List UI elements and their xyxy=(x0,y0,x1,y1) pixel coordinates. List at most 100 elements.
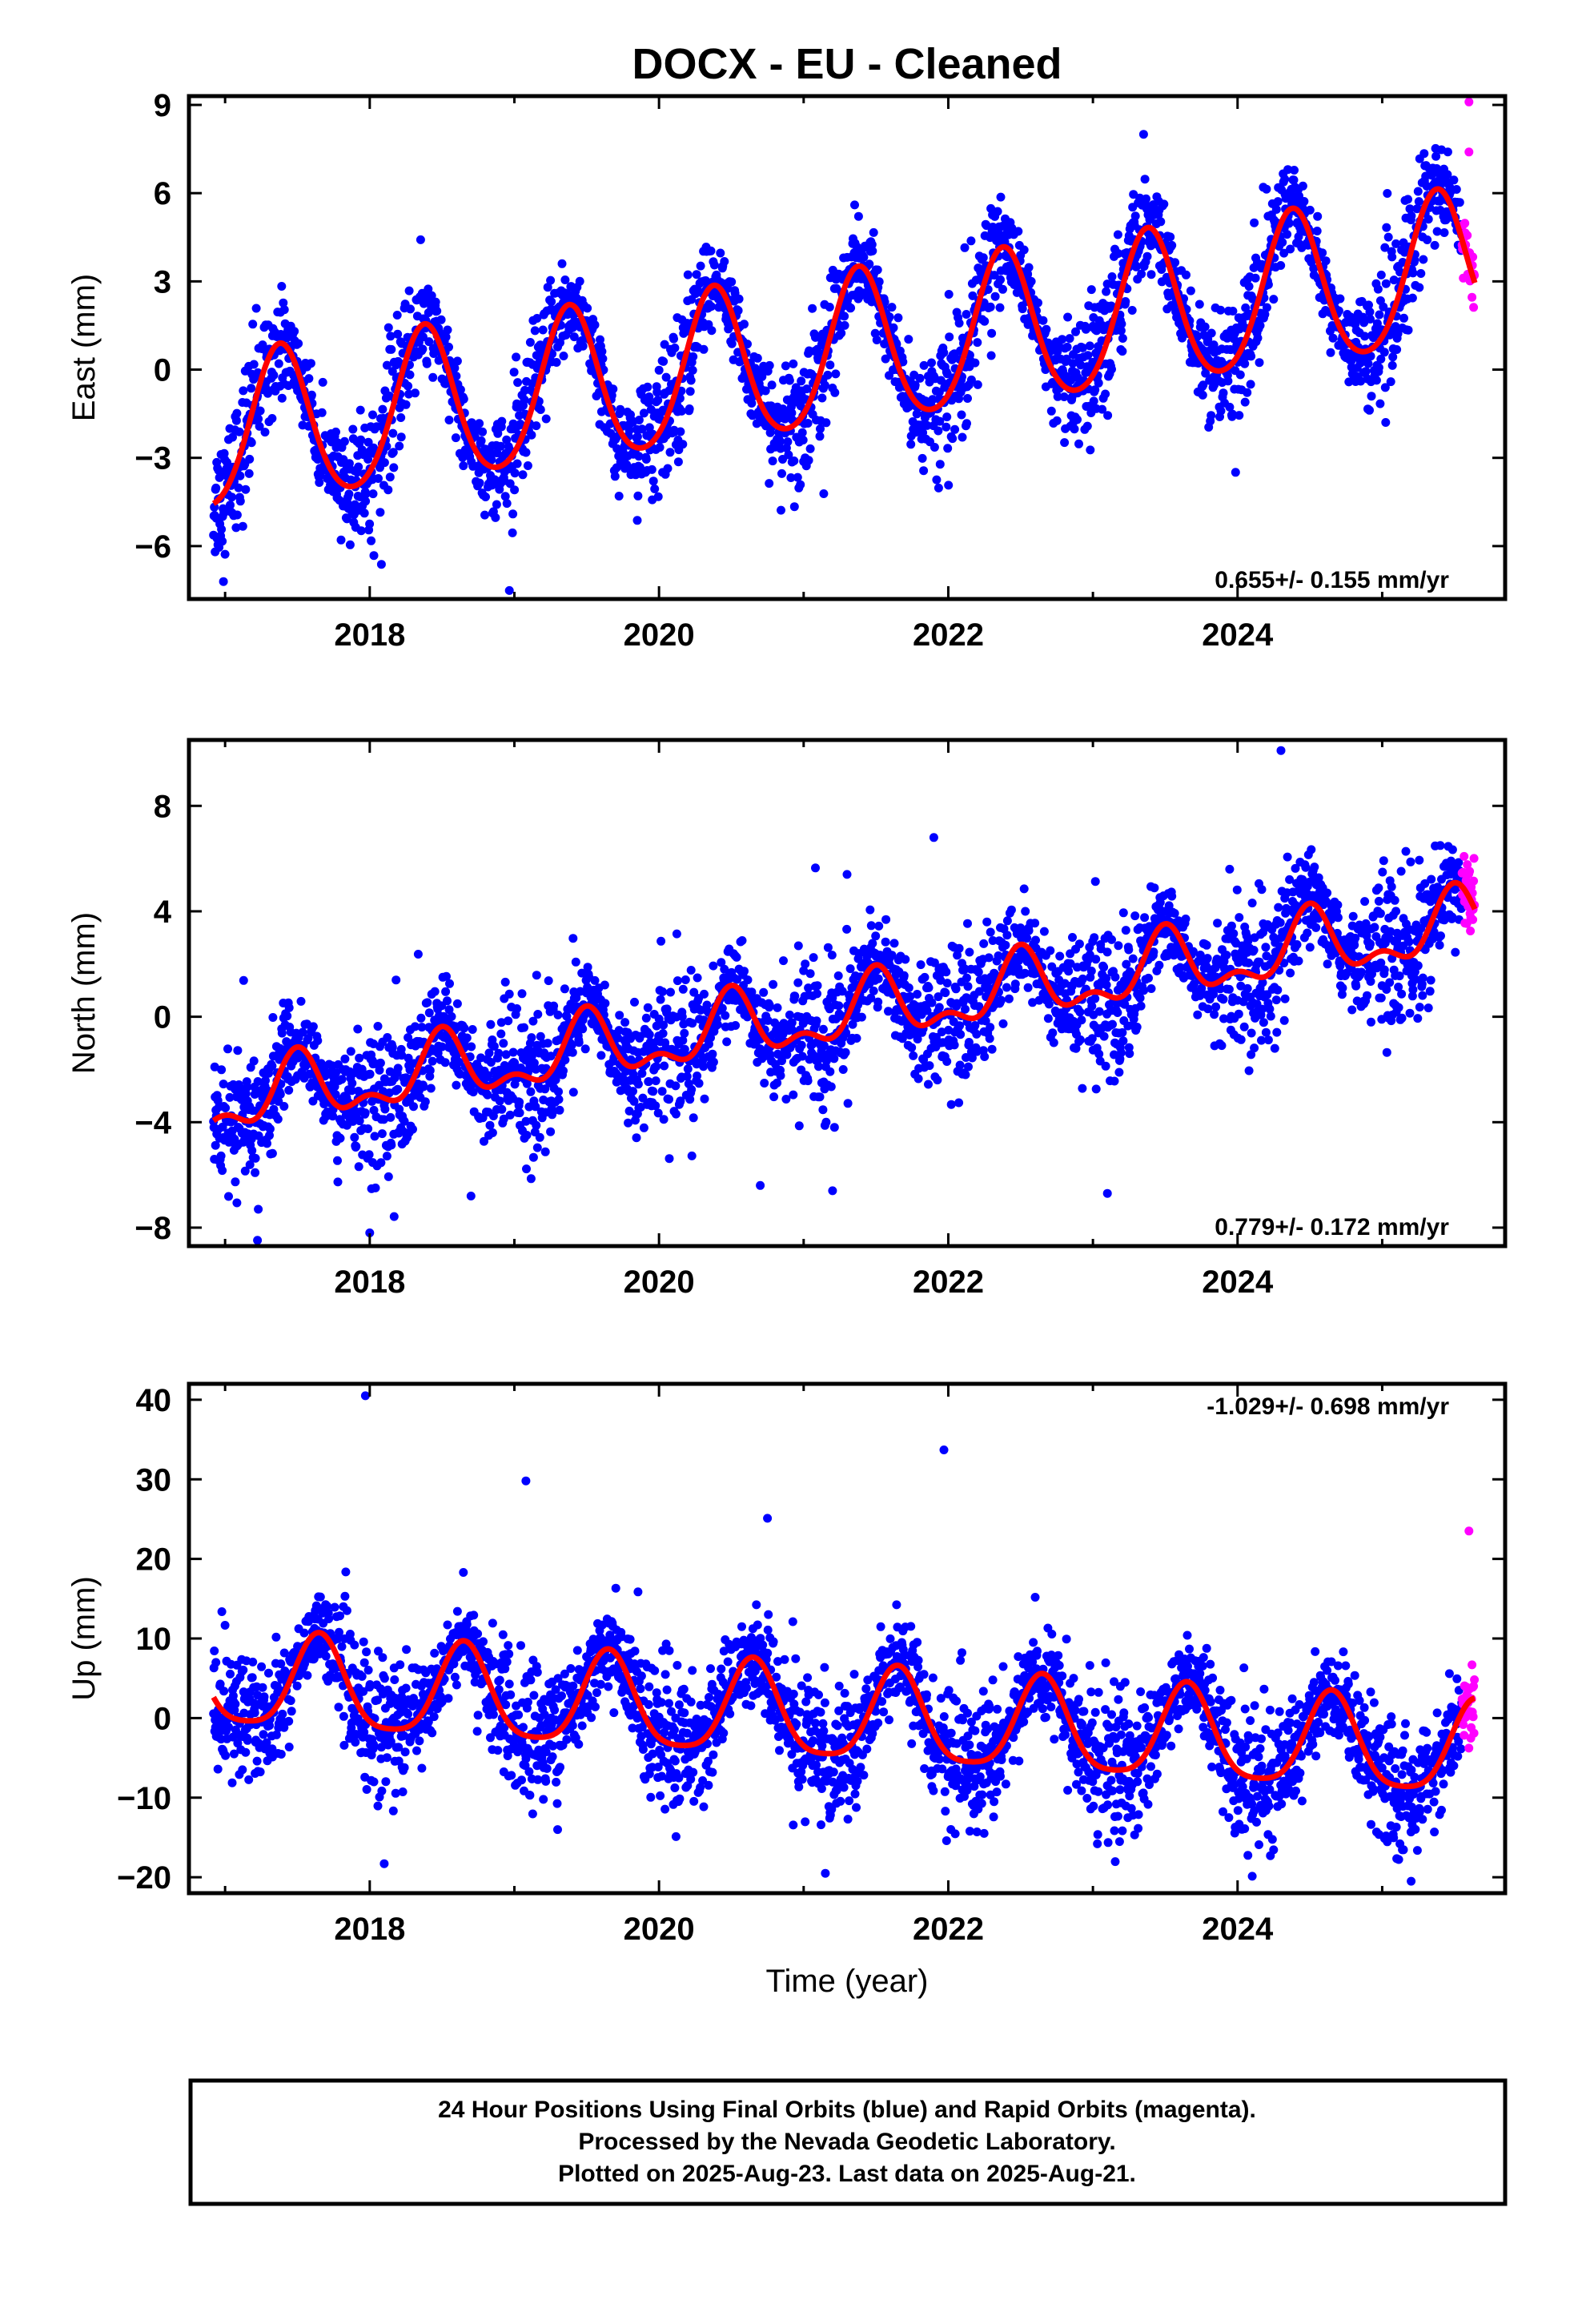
final-point xyxy=(1366,352,1375,361)
final-point xyxy=(532,971,541,980)
final-point xyxy=(248,320,258,329)
data-points xyxy=(209,746,1480,1245)
final-point xyxy=(211,483,221,493)
final-point xyxy=(813,989,821,999)
final-point xyxy=(1094,1007,1104,1016)
final-point xyxy=(942,422,951,432)
final-point xyxy=(857,1012,866,1022)
final-point xyxy=(223,1044,232,1054)
final-point xyxy=(644,1077,653,1087)
final-point xyxy=(633,1080,643,1089)
final-point xyxy=(1216,406,1226,416)
final-point xyxy=(405,370,415,380)
final-point xyxy=(501,1050,511,1059)
final-point xyxy=(444,1005,454,1015)
final-point xyxy=(818,1024,828,1034)
final-point xyxy=(1286,244,1295,254)
final-point xyxy=(942,1057,952,1066)
final-point xyxy=(1248,294,1258,304)
final-point xyxy=(1107,935,1116,944)
final-point xyxy=(663,464,673,473)
final-point xyxy=(347,1079,357,1088)
final-point xyxy=(331,427,340,436)
final-point xyxy=(1074,939,1084,949)
final-point xyxy=(904,983,913,992)
final-point xyxy=(821,1117,831,1127)
final-point xyxy=(817,1050,827,1059)
final-point xyxy=(713,1020,722,1029)
final-point xyxy=(374,474,383,483)
final-point xyxy=(532,314,542,323)
final-point xyxy=(383,1172,393,1181)
final-point xyxy=(244,468,254,478)
final-point xyxy=(1392,345,1402,354)
final-point xyxy=(769,979,778,989)
final-point xyxy=(963,919,972,928)
final-point xyxy=(1423,215,1433,224)
final-point xyxy=(459,394,468,404)
final-point xyxy=(760,1079,769,1088)
final-point xyxy=(953,951,962,960)
final-point xyxy=(1273,197,1283,207)
final-point xyxy=(825,303,834,312)
final-point xyxy=(819,489,829,498)
final-point xyxy=(1110,972,1120,982)
final-point xyxy=(219,1080,228,1089)
final-point xyxy=(1002,983,1011,992)
final-point xyxy=(1014,227,1023,236)
final-point xyxy=(387,1140,396,1150)
final-point xyxy=(580,1044,590,1054)
final-point xyxy=(568,1047,577,1057)
final-point xyxy=(443,325,452,335)
final-point xyxy=(489,1042,499,1051)
final-point xyxy=(346,1047,355,1056)
final-point xyxy=(275,1090,285,1099)
final-point xyxy=(692,270,701,279)
final-point xyxy=(251,1153,260,1163)
final-point xyxy=(431,297,440,307)
final-point xyxy=(404,1033,413,1043)
final-point xyxy=(487,455,496,464)
rapid-point xyxy=(1469,303,1479,312)
final-point xyxy=(825,360,835,370)
final-point xyxy=(787,1018,797,1027)
final-point xyxy=(934,483,943,493)
final-point xyxy=(1128,954,1138,963)
final-point xyxy=(1046,946,1055,955)
final-point xyxy=(1094,1049,1104,1059)
final-point xyxy=(919,360,929,370)
final-point xyxy=(505,479,515,489)
final-point xyxy=(413,950,423,959)
final-point xyxy=(1089,396,1098,406)
final-point xyxy=(868,246,877,255)
final-point xyxy=(416,1013,426,1023)
final-point xyxy=(239,386,248,396)
final-point xyxy=(418,344,428,354)
final-point xyxy=(1374,363,1383,372)
final-point xyxy=(456,385,465,395)
final-point xyxy=(699,1062,709,1072)
final-point xyxy=(1044,999,1054,1009)
final-point xyxy=(673,976,682,986)
final-point xyxy=(245,454,255,464)
final-point xyxy=(665,448,675,457)
model-curve xyxy=(211,186,1478,506)
final-point xyxy=(368,410,377,420)
final-point xyxy=(401,400,411,409)
final-point xyxy=(1055,951,1065,961)
final-point xyxy=(522,1164,531,1174)
final-point xyxy=(331,1068,340,1078)
final-point xyxy=(644,1030,654,1039)
final-point xyxy=(452,372,461,381)
final-point xyxy=(1117,320,1126,328)
final-point xyxy=(522,1131,532,1140)
final-point xyxy=(1075,1007,1085,1017)
final-point xyxy=(837,987,847,996)
final-point xyxy=(974,967,983,977)
final-point xyxy=(294,339,303,348)
final-point xyxy=(1419,149,1429,159)
final-point xyxy=(1078,343,1087,352)
final-point xyxy=(624,1118,633,1128)
final-point xyxy=(1031,935,1040,945)
final-point xyxy=(228,432,237,442)
